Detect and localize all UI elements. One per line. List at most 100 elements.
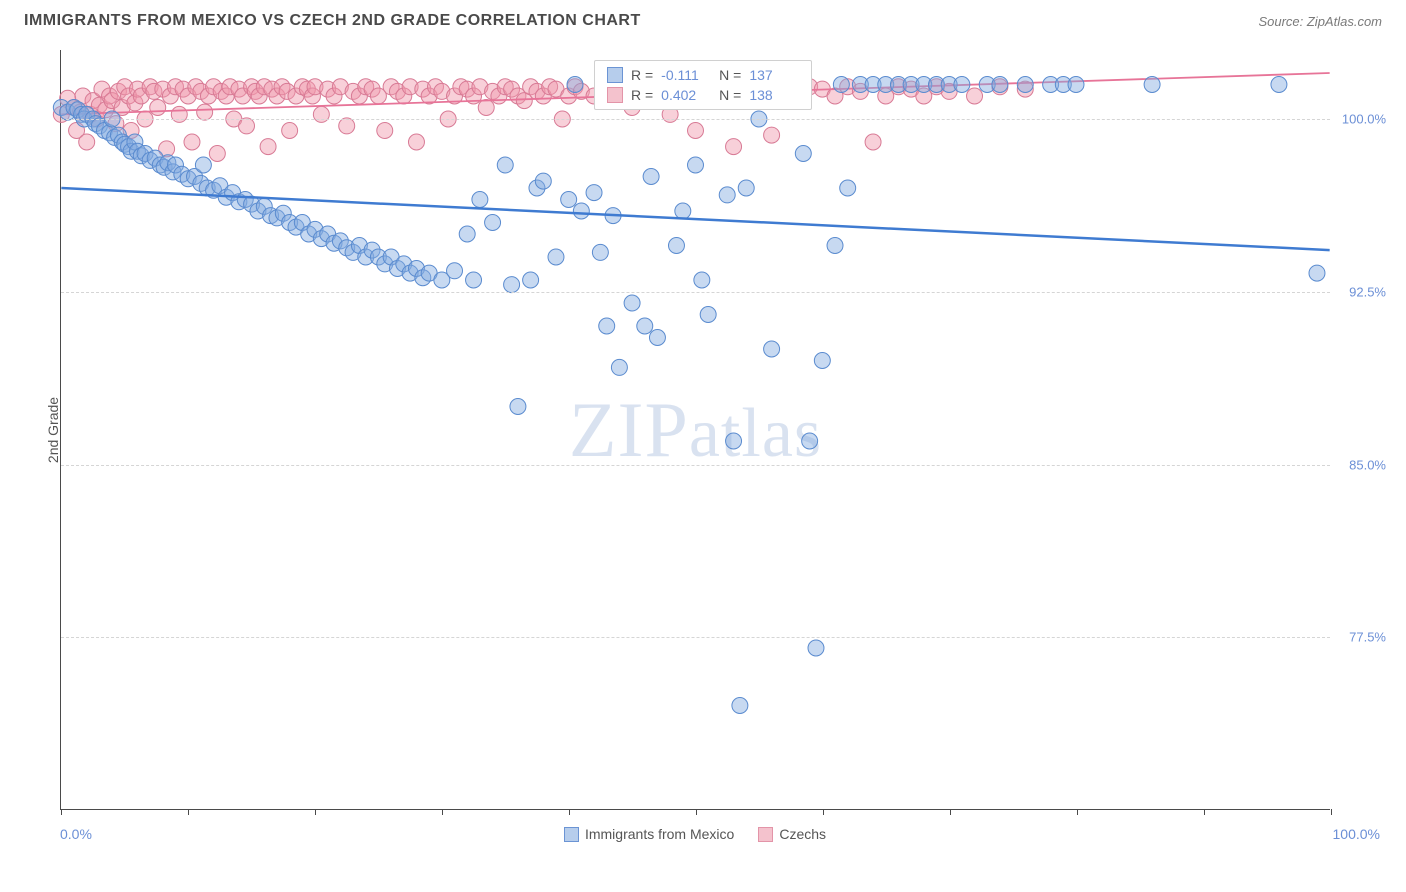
czech-point (339, 118, 355, 134)
czech-point (726, 139, 742, 155)
legend-swatch-mexico (564, 827, 579, 842)
x-axis-labels: 0.0% Immigrants from Mexico Czechs 100.0… (60, 826, 1330, 850)
mexico-point (726, 433, 742, 449)
czech-point (967, 88, 983, 104)
x-tick (188, 809, 189, 815)
czech-point (239, 118, 255, 134)
x-tick (569, 809, 570, 815)
mexico-point (808, 640, 824, 656)
mexico-point (764, 341, 780, 357)
mexico-point (814, 353, 830, 369)
mexico-point (643, 169, 659, 185)
mexico-point (738, 180, 754, 196)
legend-swatch-czech (758, 827, 773, 842)
chart-area: 2nd Grade ZIPatlas R =-0.111N =137R =0.4… (60, 50, 1380, 810)
mexico-point (694, 272, 710, 288)
mexico-point (472, 192, 488, 208)
mexico-point (592, 244, 608, 260)
mexico-point (466, 272, 482, 288)
y-tick-label: 77.5% (1349, 630, 1386, 645)
mexico-point (561, 192, 577, 208)
stat-r-value: 0.402 (661, 87, 711, 103)
mexico-point (827, 238, 843, 254)
stat-row-mexico: R =-0.111N =137 (595, 65, 811, 85)
mexico-point (599, 318, 615, 334)
plot-area: ZIPatlas R =-0.111N =137R =0.402N =138 1… (60, 50, 1330, 810)
mexico-point (668, 238, 684, 254)
mexico-point (795, 146, 811, 162)
legend-item-mexico: Immigrants from Mexico (564, 826, 734, 842)
mexico-point (195, 157, 211, 173)
chart-header: IMMIGRANTS FROM MEXICO VS CZECH 2ND GRAD… (0, 0, 1406, 38)
mexico-point (649, 330, 665, 346)
mexico-point (447, 263, 463, 279)
mexico-point (833, 77, 849, 93)
mexico-point (548, 249, 564, 265)
czech-point (764, 127, 780, 143)
stat-swatch (607, 67, 623, 83)
scatter-svg (61, 50, 1330, 809)
czech-point (282, 123, 298, 139)
gridline-h (61, 119, 1330, 120)
mexico-point (840, 180, 856, 196)
legend-item-czech: Czechs (758, 826, 826, 842)
mexico-point (586, 185, 602, 201)
mexico-point (485, 215, 501, 231)
czech-point (478, 100, 494, 116)
mexico-point (1309, 265, 1325, 281)
czech-point (209, 146, 225, 162)
czech-point (197, 104, 213, 120)
mexico-point (1017, 77, 1033, 93)
mexico-point (573, 203, 589, 219)
x-tick (1077, 809, 1078, 815)
czech-point (865, 134, 881, 150)
x-tick (696, 809, 697, 815)
mexico-point (624, 295, 640, 311)
mexico-point (504, 277, 520, 293)
bottom-legend: Immigrants from Mexico Czechs (60, 826, 1330, 842)
y-tick-label: 100.0% (1342, 112, 1386, 127)
x-tick (1331, 809, 1332, 815)
x-tick (1204, 809, 1205, 815)
legend-label-mexico: Immigrants from Mexico (585, 826, 734, 842)
czech-point (150, 100, 166, 116)
chart-title: IMMIGRANTS FROM MEXICO VS CZECH 2ND GRAD… (24, 12, 641, 30)
mexico-point (954, 77, 970, 93)
chart-source: Source: ZipAtlas.com (1258, 14, 1382, 29)
x-tick (442, 809, 443, 815)
mexico-point (719, 187, 735, 203)
mexico-point (459, 226, 475, 242)
mexico-point (700, 307, 716, 323)
stat-n-label: N = (719, 87, 741, 103)
mexico-point (1144, 77, 1160, 93)
stat-row-czech: R =0.402N =138 (595, 85, 811, 105)
mexico-point (611, 359, 627, 375)
mexico-point (1271, 77, 1287, 93)
czech-point (79, 134, 95, 150)
gridline-h (61, 292, 1330, 293)
czech-point (408, 134, 424, 150)
legend-label-czech: Czechs (779, 826, 826, 842)
mexico-point (637, 318, 653, 334)
y-tick-label: 85.0% (1349, 457, 1386, 472)
mexico-point (1068, 77, 1084, 93)
x-tick (61, 809, 62, 815)
czech-point (377, 123, 393, 139)
mexico-point (510, 399, 526, 415)
gridline-h (61, 637, 1330, 638)
x-tick (823, 809, 824, 815)
czech-point (260, 139, 276, 155)
x-axis-max: 100.0% (1333, 826, 1380, 842)
mexico-point (535, 173, 551, 189)
x-tick (950, 809, 951, 815)
stat-swatch (607, 87, 623, 103)
stat-r-label: R = (631, 87, 653, 103)
czech-point (184, 134, 200, 150)
mexico-point (497, 157, 513, 173)
mexico-point (523, 272, 539, 288)
mexico-trendline (61, 188, 1329, 250)
mexico-point (802, 433, 818, 449)
stat-r-value: -0.111 (661, 67, 711, 83)
y-tick-label: 92.5% (1349, 284, 1386, 299)
gridline-h (61, 465, 1330, 466)
